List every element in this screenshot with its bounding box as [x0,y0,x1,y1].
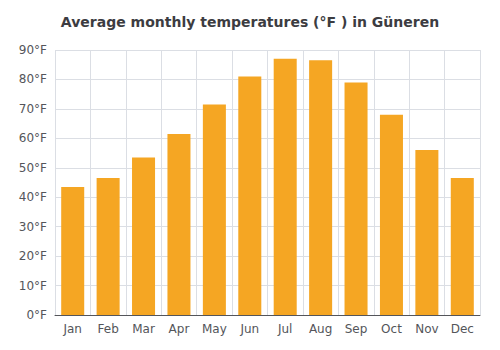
svg-text:Sep: Sep [345,322,368,336]
svg-text:Average monthly temperatures (: Average monthly temperatures (°F ) in Gü… [61,14,439,30]
svg-text:Aug: Aug [309,322,332,336]
svg-text:Dec: Dec [451,322,474,336]
svg-text:30°F: 30°F [19,220,47,234]
svg-text:90°F: 90°F [19,43,47,57]
svg-text:0°F: 0°F [26,308,47,322]
svg-text:Oct: Oct [381,322,402,336]
svg-text:Jun: Jun [239,322,259,336]
svg-text:60°F: 60°F [19,131,47,145]
svg-text:Mar: Mar [132,322,155,336]
svg-text:80°F: 80°F [19,72,47,86]
svg-text:50°F: 50°F [19,161,47,175]
svg-text:10°F: 10°F [19,279,47,293]
svg-text:70°F: 70°F [19,102,47,116]
svg-text:May: May [202,322,227,336]
svg-text:40°F: 40°F [19,190,47,204]
svg-text:20°F: 20°F [19,249,47,263]
svg-text:Jul: Jul [277,322,292,336]
svg-text:Jan: Jan [62,322,82,336]
svg-text:Feb: Feb [98,322,119,336]
svg-text:Nov: Nov [415,322,438,336]
svg-text:Apr: Apr [169,322,190,336]
